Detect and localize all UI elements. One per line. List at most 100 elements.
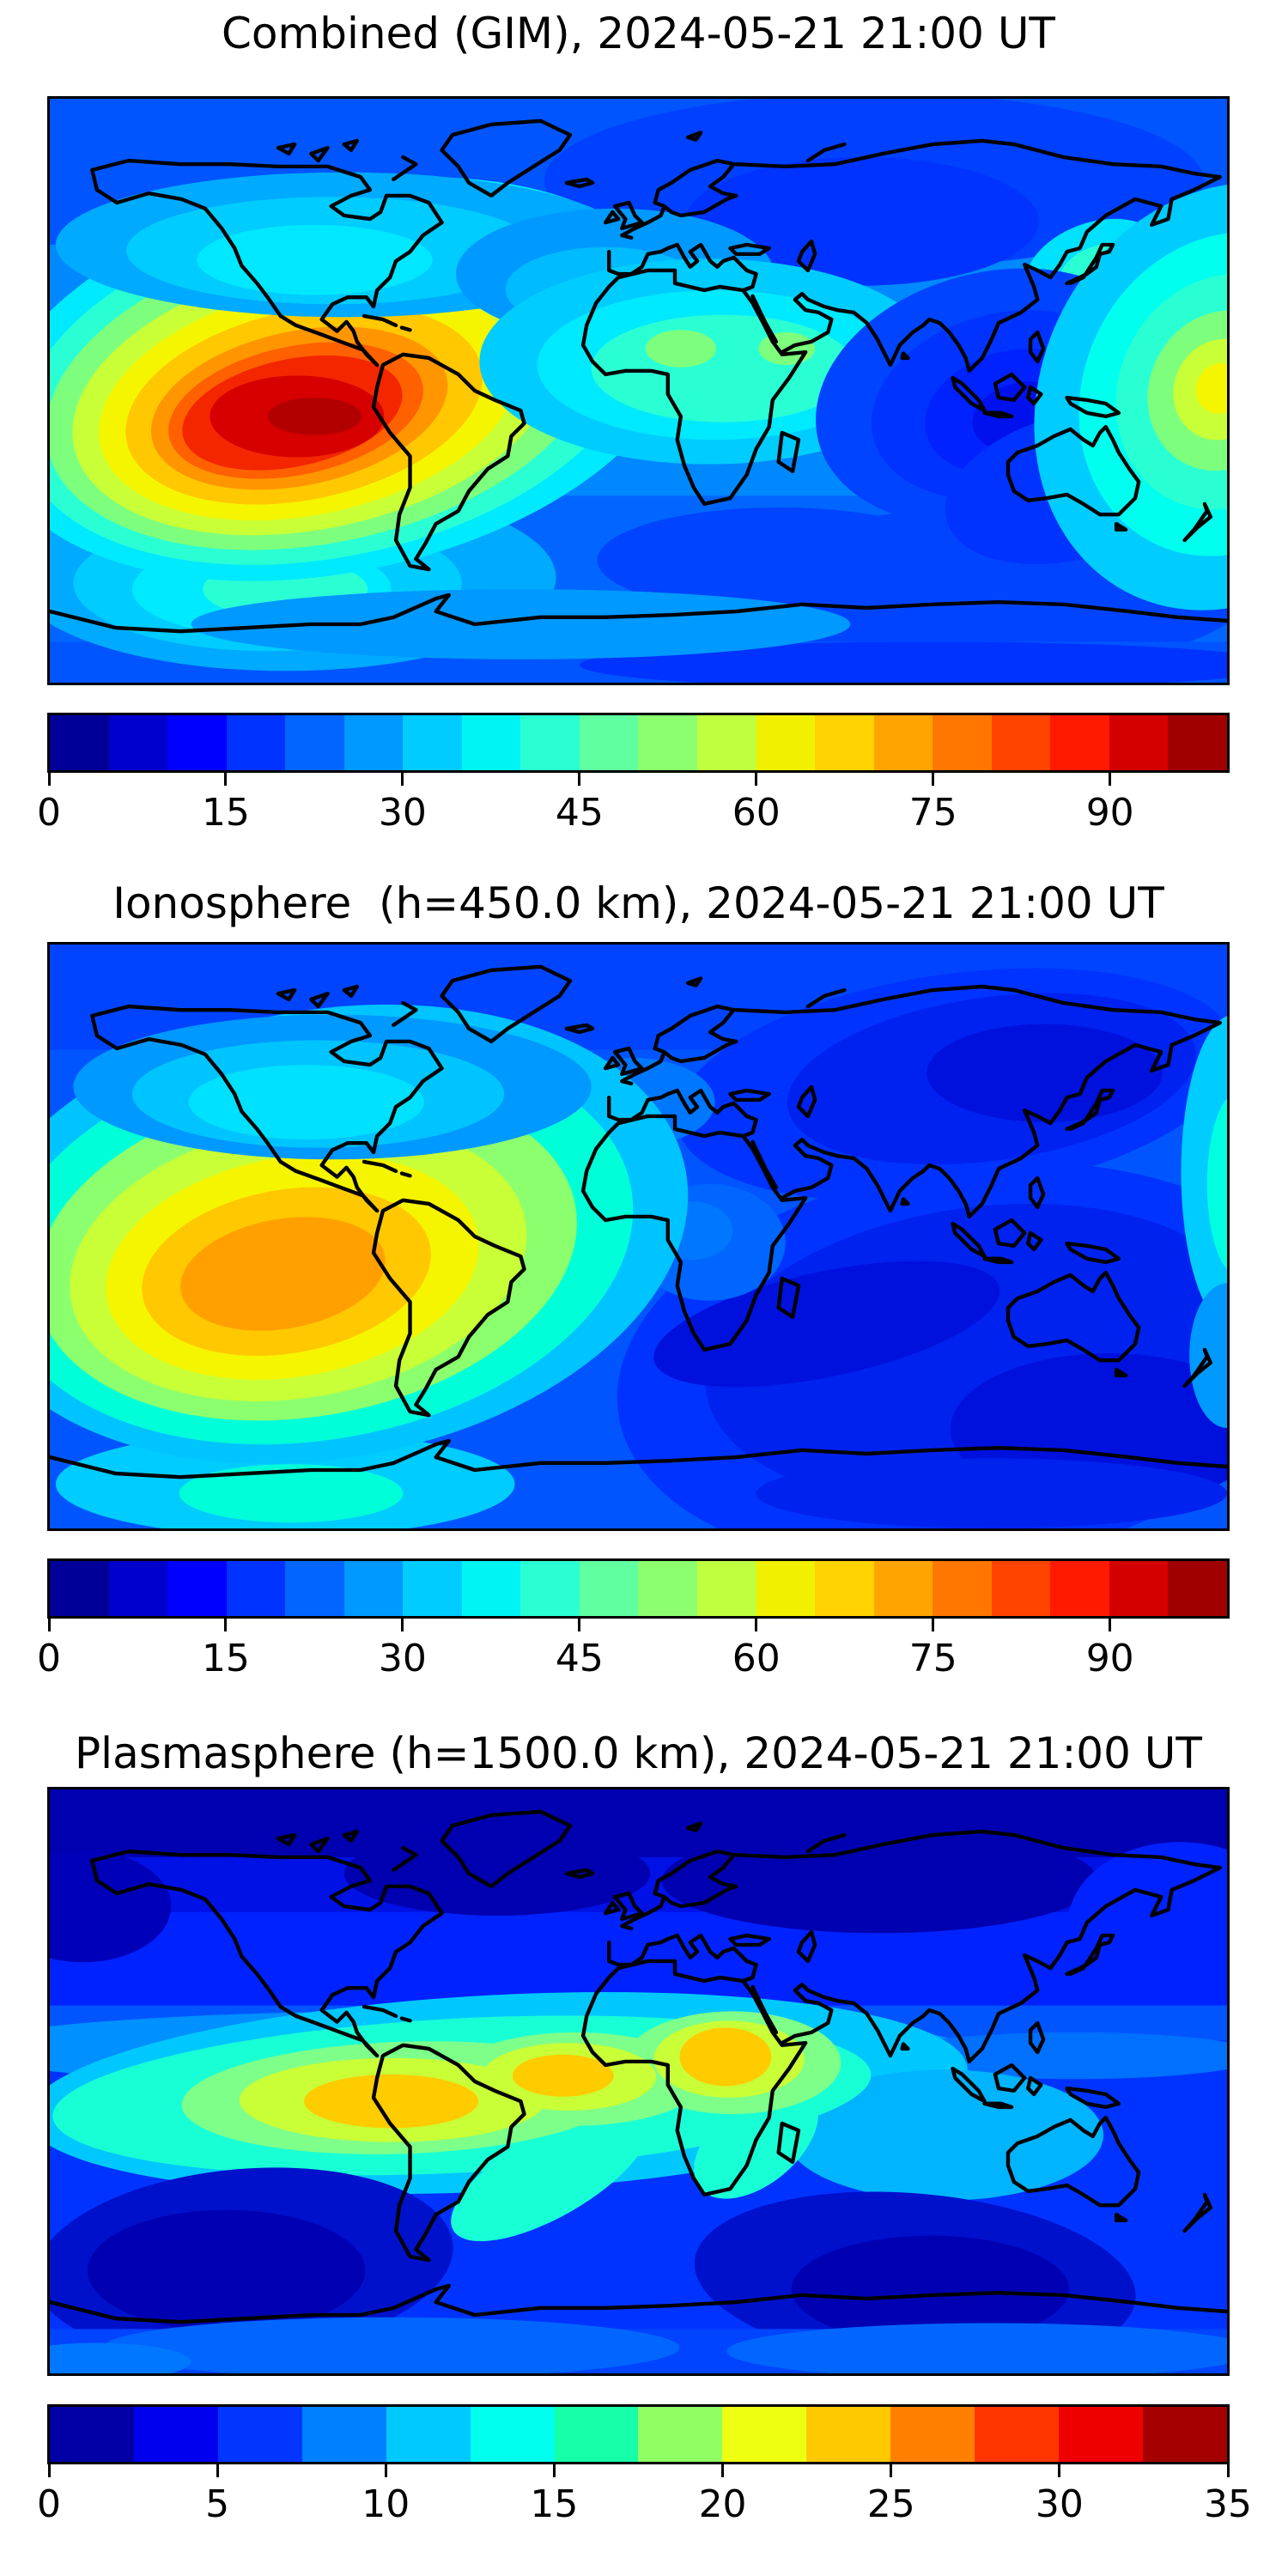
colorbar-tick-mark (932, 1618, 935, 1631)
colorbar-segment (890, 2407, 975, 2462)
panel-title-plasmasphere: Plasmasphere (h=1500.0 km), 2024-05-21 2… (75, 1728, 1202, 1778)
colorbar-plasmasphere (47, 2404, 1230, 2464)
colorbar-segment (167, 715, 227, 770)
coastline-path (776, 2121, 801, 2165)
coastline-path (361, 313, 398, 328)
coastline-path (993, 372, 1027, 403)
coastline-path (776, 430, 801, 474)
colorbar-tick-label: 25 (866, 2482, 915, 2526)
coastline-path (796, 1084, 817, 1119)
colorbar-segment (806, 2407, 891, 2462)
colorbar-ticks-ionosphere: 0 15 30 45 60 75 90 (37, 1618, 1228, 1721)
colorbar-segment (167, 1561, 227, 1616)
colorbar-segment (1059, 2407, 1143, 2462)
coastline-path (620, 158, 738, 240)
coastline-path (1182, 1347, 1212, 1388)
panel-title-combined: Combined (GIM), 2024-05-21 21:00 UT (222, 9, 1055, 58)
coastline-path (1065, 2086, 1121, 2110)
colorbar-ticks-combined: 0 15 30 45 60 75 90 (37, 772, 1228, 875)
colorbar-ticks-plasmasphere: 0 5 10 15 20 25 30 35 (37, 2464, 1252, 2567)
colorbar-segment (520, 1561, 580, 1616)
world-map-combined (47, 96, 1230, 685)
contour-band (1181, 1016, 1227, 1329)
contour-band (512, 2054, 614, 2097)
colorbar-segment (301, 2407, 386, 2462)
coastline-path (399, 325, 412, 332)
coastline-path (1028, 2020, 1046, 2055)
coastline-path (276, 142, 297, 156)
colorbar-tick-label: 0 (37, 1637, 61, 1680)
coastline-path (392, 155, 418, 182)
coastline-path (361, 2004, 398, 2019)
coastline-path (371, 2043, 526, 2263)
colorbar-segment (722, 2407, 807, 2462)
coastline-path (685, 1821, 703, 1832)
colorbar-segment (554, 2407, 639, 2462)
colorbar-segment (461, 1561, 521, 1616)
contour-band (791, 2235, 1070, 2343)
colorbar-tick-label: 90 (1085, 1637, 1134, 1680)
colorbar-segment (579, 715, 639, 770)
contour-band (191, 589, 851, 659)
coastline-path (1182, 2192, 1212, 2233)
contour-band (785, 2069, 1104, 2201)
coastline-path (1065, 1933, 1115, 1977)
colorbar-tick-label: 90 (1085, 791, 1134, 835)
colorbar-segment (1050, 1561, 1109, 1616)
coastline-path (603, 210, 621, 225)
colorbar-tick-label: 75 (908, 791, 957, 835)
panel-title-ionosphere: Ionosphere (h=450.0 km), 2024-05-21 21:0… (112, 878, 1164, 928)
coastline-path (1114, 2212, 1128, 2223)
coastline-path (440, 1809, 573, 1889)
contour-band (661, 1827, 1098, 1934)
coastline-path (440, 964, 573, 1044)
coastline-path (371, 1198, 526, 1418)
coastline-path (342, 1829, 360, 1844)
colorbar-tick-label: 20 (698, 2482, 747, 2526)
contour-band (685, 157, 1039, 286)
coastline-path (50, 2283, 1227, 2324)
coastline-path (392, 1845, 418, 1873)
colorbar-tick-label: 30 (378, 1637, 427, 1680)
colorbar-segment (697, 1561, 756, 1616)
colorbar-tick-mark (721, 2464, 725, 2477)
colorbar-tick-label: 45 (555, 1637, 604, 1680)
colorbar-tick-mark (47, 2464, 51, 2477)
contour-band (927, 1024, 1163, 1122)
coastline-path (612, 1046, 644, 1077)
contour-band (267, 398, 362, 435)
coastline-path (685, 976, 703, 987)
coastline-path (951, 1221, 987, 1259)
contour-band (1206, 1098, 1227, 1270)
coastline-path (951, 2066, 987, 2104)
coastline-path (1026, 1230, 1043, 1252)
colorbar-tick-mark (578, 772, 581, 786)
coastline-path (951, 375, 987, 413)
tec-contour-map (50, 99, 1227, 683)
coastline-path (276, 987, 297, 1002)
colorbar-segment (1142, 2407, 1227, 2462)
coastline-path (1114, 1367, 1128, 1378)
coastline-path (50, 592, 1227, 634)
contour-band (304, 2074, 479, 2129)
coastline-path (1065, 395, 1121, 419)
contour-band (180, 1217, 386, 1331)
colorbar-segment (285, 1561, 344, 1616)
coastline-path (750, 1139, 779, 1190)
coastline-path (580, 1959, 808, 2197)
colorbar-tick-label: 75 (908, 1637, 957, 1680)
coastline-path (90, 158, 444, 368)
coastline-path (1005, 424, 1141, 517)
coastline-path (796, 239, 817, 273)
coastline-path (982, 2101, 1014, 2110)
contour-band (179, 1464, 404, 1523)
colorbar-ionosphere (47, 1558, 1230, 1619)
colorbar-tick-label: 45 (555, 791, 604, 835)
contour-band (451, 2108, 650, 2242)
colorbar-segment (108, 715, 168, 770)
colorbar-combined (47, 713, 1230, 773)
colorbar-segment (1168, 1561, 1227, 1616)
coastlines (50, 1809, 1227, 2324)
coastline-path (728, 1088, 771, 1103)
coastline-path (1005, 1270, 1141, 1363)
